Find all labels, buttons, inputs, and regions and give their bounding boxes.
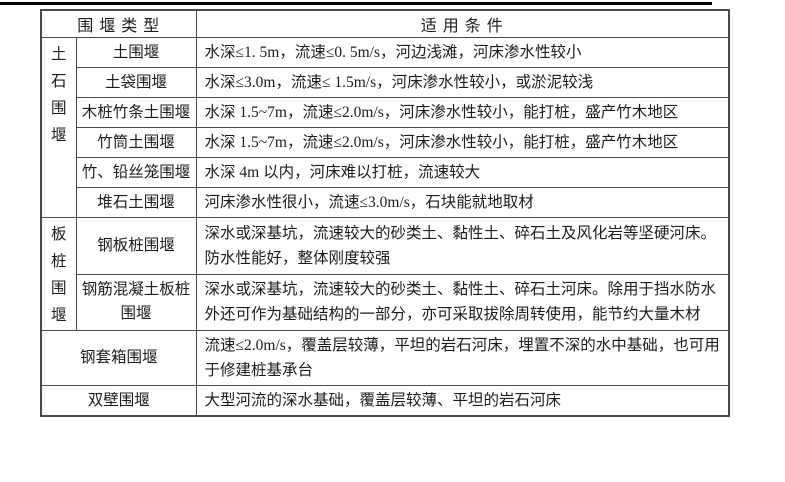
top-rule — [0, 2, 712, 5]
applicable-condition: 河床渗水性很小，流速≤3.0m/s，石块能就地取材 — [195, 187, 730, 218]
applicable-condition: 水深≤1. 5m，流速≤0. 5m/s，河边浅滩，河床渗水性较小 — [195, 37, 730, 68]
applicable-condition: 水深 1.5~7m，流速≤2.0m/s，河床渗水性较小，能打桩，盛产竹木地区 — [195, 97, 730, 128]
table-row: 竹筒土围堰 水深 1.5~7m，流速≤2.0m/s，河床渗水性较小，能打桩，盛产竹… — [41, 127, 730, 158]
cofferdam-name: 钢套箱围堰 — [40, 330, 197, 386]
cofferdam-name: 土围堰 — [75, 37, 197, 68]
cofferdam-name: 木桩竹条土围堰 — [75, 97, 197, 128]
table-row: 竹、铅丝笼围堰 水深 4m 以内，河床难以打桩，流速较大 — [41, 157, 730, 188]
applicable-condition: 水深≤3.0m，流速≤ 1.5m/s，河床渗水性较小，或淤泥较浅 — [195, 67, 730, 98]
cofferdam-name: 钢筋混凝土板桩围堰 — [75, 273, 197, 331]
cofferdam-name: 钢板桩围堰 — [75, 217, 197, 275]
table-row: 钢套箱围堰 流速≤2.0m/s，覆盖层较薄，平坦的岩石河床，埋置不深的水中基础，也… — [40, 330, 730, 386]
applicable-condition: 深水或深基坑，流速较大的砂类土、黏性土、碎石土河床。除用于挡水防水外还可作为基础… — [195, 273, 730, 331]
table-row: 土袋围堰 水深≤3.0m，流速≤ 1.5m/s，河床渗水性较小，或淤泥较浅 — [41, 67, 730, 98]
table-row: 板桩围堰钢板桩围堰 深水或深基坑，流速较大的砂类土、黏性土、碎石土及风化岩等坚硬河… — [40, 217, 730, 331]
cofferdam-name: 竹筒土围堰 — [75, 127, 197, 158]
cofferdam-name: 竹、铅丝笼围堰 — [75, 157, 197, 188]
cofferdam-table: 围 堰 类 型 适 用 条 件 土石围堰土围堰 水深≤1. 5m，流速≤0. 5m… — [40, 9, 731, 417]
table-row: 堆石土围堰 河床渗水性很小，流速≤3.0m/s，石块能就地取材 — [41, 187, 730, 218]
applicable-condition: 水深 1.5~7m，流速≤2.0m/s，河床渗水性较小，能打桩，盛产竹木地区 — [195, 127, 730, 158]
table-row: 钢筋混凝土板桩围堰 深水或深基坑，流速较大的砂类土、黏性土、碎石土河床。除用于挡水… — [41, 273, 730, 331]
table-row: 木桩竹条土围堰 水深 1.5~7m，流速≤2.0m/s，河床渗水性较小，能打桩，盛… — [41, 97, 730, 128]
table-row: 双壁围堰 大型河流的深水基础，覆盖层较薄、平坦的岩石河床 — [40, 385, 730, 417]
applicable-condition: 深水或深基坑，流速较大的砂类土、黏性土、碎石土及风化岩等坚硬河床。防水性能好，整… — [195, 217, 730, 275]
cofferdam-name: 土袋围堰 — [75, 67, 197, 98]
group-label: 土石围堰 — [40, 37, 77, 218]
cofferdam-name: 堆石土围堰 — [75, 187, 197, 218]
applicable-condition: 大型河流的深水基础，覆盖层较薄、平坦的岩石河床 — [195, 385, 730, 417]
group-label: 板桩围堰 — [40, 217, 77, 331]
applicable-condition: 流速≤2.0m/s，覆盖层较薄，平坦的岩石河床，埋置不深的水中基础，也可用于修建… — [195, 330, 730, 386]
cofferdam-name: 双壁围堰 — [40, 385, 197, 417]
header-cofferdam-type: 围 堰 类 型 — [40, 9, 197, 38]
table-row: 土石围堰土围堰 水深≤1. 5m，流速≤0. 5m/s，河边浅滩，河床渗水性较小 — [40, 37, 730, 218]
applicable-condition: 水深 4m 以内，河床难以打桩，流速较大 — [195, 157, 730, 188]
table-body: 土石围堰土围堰 水深≤1. 5m，流速≤0. 5m/s，河边浅滩，河床渗水性较小土… — [40, 37, 730, 417]
header-row: 围 堰 类 型 适 用 条 件 — [40, 9, 730, 38]
header-applicable-conditions: 适 用 条 件 — [195, 9, 730, 38]
